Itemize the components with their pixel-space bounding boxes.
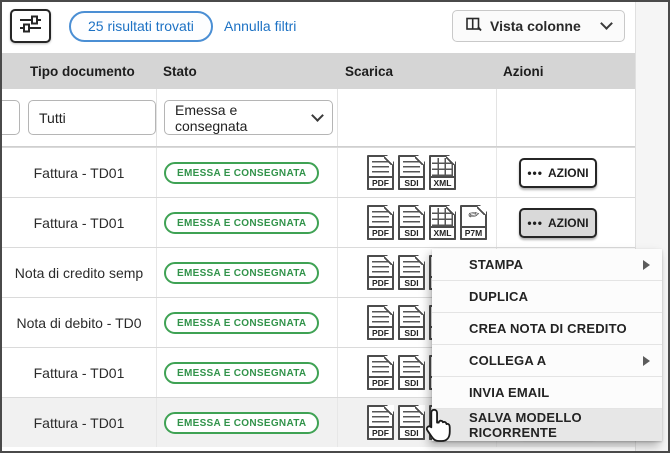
- xml-download-icon[interactable]: XML: [429, 155, 456, 190]
- stato-filter-select[interactable]: Emessa e consegnata: [164, 100, 333, 135]
- clear-filters-link[interactable]: Annulla filtri: [224, 18, 297, 34]
- p7m-download-icon[interactable]: P7M: [460, 205, 487, 240]
- pdf-download-icon[interactable]: PDF: [367, 305, 394, 340]
- submenu-arrow-icon: [643, 259, 650, 270]
- sdi-download-icon[interactable]: SDI: [398, 355, 425, 390]
- pdf-download-icon[interactable]: PDF: [367, 405, 394, 440]
- stato-filter-value: Emessa e consegnata: [175, 101, 248, 134]
- ellipsis-icon: •••: [527, 215, 543, 230]
- header-scarica: Scarica: [345, 63, 394, 79]
- columns-icon: [466, 17, 482, 35]
- menu-item-duplica[interactable]: DUPLICA: [432, 281, 662, 313]
- status-badge: EMESSA E CONSEGNATA: [164, 361, 320, 384]
- pdf-download-icon[interactable]: PDF: [367, 355, 394, 390]
- table-header-row: Tipo documento Stato Scarica Azioni: [2, 53, 635, 89]
- status-badge: EMESSA E CONSEGNATA: [164, 161, 320, 184]
- status-badge: EMESSA E CONSEGNATA: [164, 411, 320, 434]
- menu-item-invia-email[interactable]: INVIA EMAIL: [432, 377, 662, 409]
- toolbar: 25 risultati trovati Annulla filtri Vist…: [2, 2, 635, 53]
- column-view-button[interactable]: Vista colonne: [452, 10, 625, 42]
- chevron-down-icon: [311, 109, 324, 122]
- document-type: Fattura - TD01: [2, 148, 157, 197]
- sdi-download-icon[interactable]: SDI: [398, 155, 425, 190]
- pdf-download-icon[interactable]: PDF: [367, 255, 394, 290]
- ellipsis-icon: •••: [527, 165, 543, 180]
- azioni-button[interactable]: ••• AZIONI: [519, 157, 597, 188]
- document-type: Nota di credito semp: [2, 248, 157, 297]
- menu-item-collega-a[interactable]: COLLEGA A: [432, 345, 662, 377]
- submenu-arrow-icon: [643, 355, 650, 366]
- table-row: Fattura - TD01 EMESSA E CONSEGNATA PDF S…: [2, 197, 635, 247]
- xml-download-icon[interactable]: XML: [429, 205, 456, 240]
- header-azioni: Azioni: [503, 63, 544, 79]
- sliders-icon: [19, 14, 42, 39]
- table-filter-row: Tutti Emessa e consegnata: [2, 89, 635, 147]
- column-view-label: Vista colonne: [490, 18, 581, 34]
- menu-item-crea-nota-di-credito[interactable]: CREA NOTA DI CREDITO: [432, 313, 662, 345]
- document-type: Fattura - TD01: [2, 348, 157, 397]
- filters-toggle-button[interactable]: [10, 9, 51, 43]
- chevron-down-icon: [600, 17, 613, 30]
- header-stato: Stato: [163, 63, 197, 79]
- status-badge: EMESSA E CONSEGNATA: [164, 211, 320, 234]
- menu-item-salva-modello-ricorrente[interactable]: SALVA MODELLO RICORRENTE: [432, 409, 662, 441]
- sdi-download-icon[interactable]: SDI: [398, 405, 425, 440]
- sdi-download-icon[interactable]: SDI: [398, 205, 425, 240]
- sdi-download-icon[interactable]: SDI: [398, 255, 425, 290]
- document-type: Fattura - TD01: [2, 198, 157, 247]
- pdf-download-icon[interactable]: PDF: [367, 205, 394, 240]
- menu-item-stampa[interactable]: STAMPA: [432, 249, 662, 281]
- table-row: Fattura - TD01 EMESSA E CONSEGNATA PDF S…: [2, 147, 635, 197]
- status-badge: EMESSA E CONSEGNATA: [164, 311, 320, 334]
- document-type: Fattura - TD01: [2, 398, 157, 447]
- sdi-download-icon[interactable]: SDI: [398, 305, 425, 340]
- results-count-badge: 25 risultati trovati: [69, 11, 213, 42]
- document-type: Nota di debito - TD0: [2, 298, 157, 347]
- azioni-button-active[interactable]: ••• AZIONI: [519, 207, 597, 238]
- status-badge: EMESSA E CONSEGNATA: [164, 261, 320, 284]
- cropped-filter-input[interactable]: [2, 100, 20, 135]
- tipo-documento-filter-input[interactable]: Tutti: [28, 100, 156, 135]
- actions-context-menu: STAMPA DUPLICA CREA NOTA DI CREDITO COLL…: [432, 249, 662, 441]
- header-tipo-documento: Tipo documento: [30, 63, 135, 79]
- pdf-download-icon[interactable]: PDF: [367, 155, 394, 190]
